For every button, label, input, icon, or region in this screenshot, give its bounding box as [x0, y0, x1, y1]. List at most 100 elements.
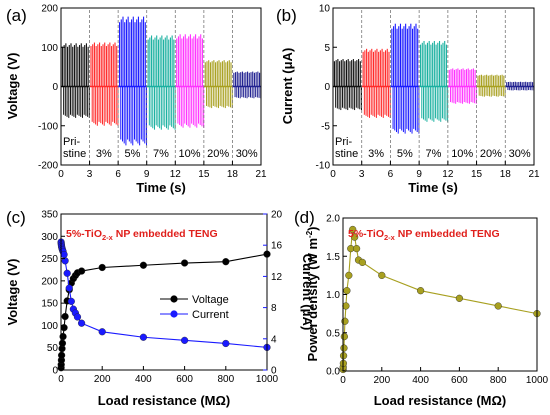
panel-b-xtick-label: 0 [330, 169, 336, 180]
panel-d-xlabel: Load resistance (MΩ) [374, 393, 507, 408]
panel-d-power-density-point [351, 233, 359, 241]
panel-a-segment-label: 10% [179, 148, 201, 160]
panel-c-current-line [60, 242, 268, 348]
panel-c-voltage-point [58, 351, 66, 359]
panel-c-title-sub: 2-x [102, 233, 114, 242]
panel-c-xtick-label: 800 [217, 374, 234, 385]
panel-b-segment-label: 30% [509, 148, 531, 160]
panel-c-current-point [63, 269, 71, 277]
panel-b: (b) Current (μA) Time (s) 0 3 6 9 12 15 18 21 -1… [276, 4, 540, 196]
panel-a-segment-label: 20% [207, 148, 229, 160]
panel-a-segment-label: 7% [153, 148, 169, 160]
panel-a-ytick-label: 200 [41, 4, 58, 15]
panel-b-segment-label: 20% [480, 148, 502, 160]
panel-b-xtick-label: 3 [359, 169, 365, 180]
legend-current-text: Current [192, 309, 229, 321]
panel-a-xtick-label: 0 [58, 169, 64, 180]
panel-d-ytick-label: 0.5 [326, 328, 340, 339]
panel-b-xtick-label: 9 [416, 169, 422, 180]
panel-d-power-density-point [343, 287, 351, 295]
panel-c-ytick-right-label: 0 [271, 366, 277, 377]
panel-a-xtick-label: 6 [115, 169, 121, 180]
panel-c-voltage-point [222, 258, 230, 266]
panel-b-segment-label: 5% [397, 148, 413, 160]
panel-c-xtick-label: 600 [176, 374, 193, 385]
panel-d-power-density-point [378, 271, 386, 279]
panel-c-voltage-point [139, 261, 148, 269]
panel-c-voltage-point [181, 259, 189, 267]
panel-b-xtick-label: 18 [500, 169, 512, 180]
panel-c-ytick-label: 100 [41, 321, 58, 332]
panel-a-xtick-label: 18 [227, 169, 239, 180]
panel-a-segment-label: 3% [96, 148, 112, 160]
panel-d-xtick-label: 0 [340, 375, 346, 386]
panel-c-ytick-right-label: 12 [271, 272, 283, 283]
panel-b-ytick-label: -5 [321, 121, 330, 132]
panel-c-xlabel: Load resistance (MΩ) [98, 393, 231, 408]
panel-d-power-density-point [494, 302, 502, 310]
panel-d-power-density-point [340, 332, 348, 341]
panel-b-xtick-label: 6 [388, 169, 394, 180]
panel-d-title-prefix: 5%-TiO [348, 228, 384, 240]
panel-c-current-point [67, 297, 75, 305]
panel-c-ytick-right-label: 16 [271, 241, 283, 252]
panel-c-title: 5%-TiO2-x NP embedded TENG [66, 228, 218, 242]
panel-c-xtick-label: 0 [58, 374, 64, 385]
panel-a-xlabel: Time (s) [136, 180, 186, 195]
panel-b-ytick-label: 0 [324, 82, 330, 93]
panel-d-label: (d) [294, 208, 315, 227]
panel-d-power-density-point [342, 302, 350, 310]
panel-d-power-density-point [455, 294, 464, 302]
panel-a: (a) Voltage (V) Time (s) 0 3 6 9 12 15 18 21 -20… [5, 4, 267, 196]
panel-c-xtick-label: 1000 [256, 374, 279, 385]
panel-c-current-point [181, 336, 189, 344]
panel-b-xlabel: Time (s) [408, 180, 458, 195]
legend-voltage-marker [170, 295, 178, 303]
panel-d-title-sub: 2-x [384, 233, 396, 242]
panel-c-ytick-label: 300 [41, 232, 58, 243]
panel-d-xtick-label: 800 [490, 375, 507, 386]
panel-b-segment-label: 7% [426, 148, 442, 160]
panel-b-label: (b) [276, 6, 297, 25]
panel-d-title: 5%-TiO2-x NP embedded TENG [348, 228, 500, 242]
panel-c-current-point [98, 328, 106, 336]
panel-d-power-density-point [340, 344, 348, 352]
panel-a-ytick-label: -100 [38, 121, 58, 132]
panel-c-ytick-label: 50 [47, 343, 59, 354]
panel-c-current-point [73, 313, 82, 321]
panel-d-power-density-line [342, 229, 538, 370]
panel-c-voltage-point [58, 339, 67, 347]
panel-b-xtick-label: 12 [442, 169, 454, 180]
panel-c-ytick-label: 0 [52, 366, 58, 377]
panel-d-xtick-label: 600 [451, 375, 468, 386]
panel-d-power-density-point [352, 245, 361, 253]
legend-voltage-text: Voltage [192, 294, 229, 306]
panel-d-power-density-point [349, 225, 357, 234]
panel-b-segment-label: 3% [368, 148, 384, 160]
panel-a-label: (a) [6, 6, 27, 25]
panel-c-voltage-point [77, 267, 86, 275]
legend-current-marker [170, 310, 178, 318]
panel-c-current-point [77, 319, 86, 327]
panel-a-xtick-label: 3 [87, 169, 93, 180]
panel-d-ylabel: Power density (W m-2) [305, 227, 320, 362]
panel-c-ytick-label: 150 [41, 299, 58, 310]
panel-a-segment-label: 30% [236, 148, 258, 160]
panel-c-ytick-right-label: 4 [271, 334, 277, 345]
panel-d-ytick-label: 2.0 [326, 214, 340, 225]
panel-a-ylabel: Voltage (V) [5, 53, 20, 120]
panel-c-frame [60, 213, 268, 371]
panel-d-power-density-point [417, 287, 425, 295]
panel-c-current-point [222, 339, 230, 348]
panel-d-title-suffix: NP embedded TENG [395, 228, 500, 240]
panel-c-legend: Voltage Current [160, 294, 229, 321]
panel-c-current-point [139, 333, 148, 341]
panel-c-current-point [65, 284, 73, 292]
panel-d-ytick-label: 1.5 [326, 252, 340, 263]
panel-c-xtick-label: 200 [94, 374, 111, 385]
panel-b-segment-label: Pri-stine [335, 136, 358, 160]
panel-c-ytick-right-label: 8 [271, 303, 277, 314]
panel-a-xtick-label: 21 [255, 169, 267, 180]
panel-c: (c) 5%-TiO2-x NP embedded TENG Voltage (… [5, 208, 315, 408]
